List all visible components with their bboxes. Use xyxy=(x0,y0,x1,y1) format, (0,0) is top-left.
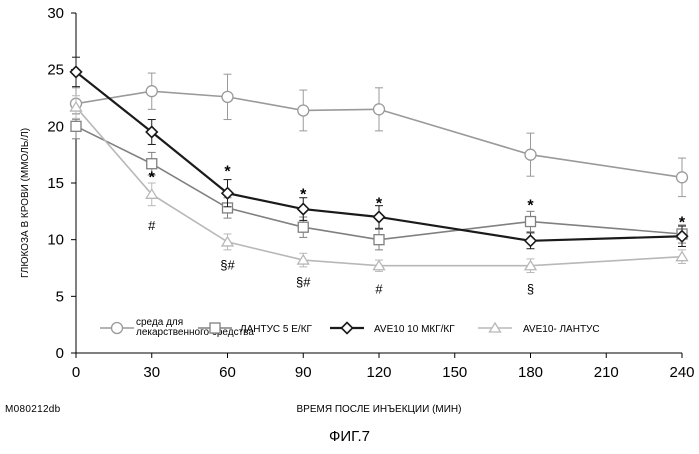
legend-item-4: AVE10- ЛАНТУС xyxy=(478,323,600,335)
significance-mark: * xyxy=(527,198,534,215)
data-point xyxy=(298,204,309,215)
x-tick-label: 60 xyxy=(219,364,236,381)
data-point xyxy=(298,222,308,232)
significance-mark: * xyxy=(149,169,156,186)
significance-mark: # xyxy=(375,281,383,296)
y-tick-label: 20 xyxy=(47,118,64,135)
data-point xyxy=(71,121,81,131)
legend-item-2: ЛАНТУС 5 Е/КГ xyxy=(198,323,313,335)
x-tick-label: 90 xyxy=(295,364,312,381)
document-code: M080212db xyxy=(5,404,61,415)
series-1 xyxy=(71,73,688,197)
x-tick-label: 180 xyxy=(518,364,543,381)
x-tick-label: 240 xyxy=(669,364,694,381)
significance-mark: * xyxy=(224,164,231,181)
legend-label: ЛАНТУС 5 Е/КГ xyxy=(240,324,313,335)
data-point xyxy=(374,235,384,245)
figure-caption: ФИГ.7 xyxy=(0,428,699,445)
legend-label: AVE10 10 МКГ/КГ xyxy=(374,324,455,335)
significance-mark: * xyxy=(300,186,307,203)
data-point xyxy=(374,104,385,115)
x-tick-label: 0 xyxy=(72,364,80,381)
x-tick-label: 120 xyxy=(366,364,391,381)
legend-label: среда длялекарственного средства xyxy=(136,317,254,338)
x-tick-label: 30 xyxy=(143,364,160,381)
legend: среда длялекарственного средстваЛАНТУС 5… xyxy=(100,317,600,338)
significance-mark: * xyxy=(679,215,686,232)
significance-mark: * xyxy=(376,195,383,212)
data-point xyxy=(147,159,157,169)
y-axis-title: ГЛЮКОЗА В КРОВИ (ММОЛЬ/Л) xyxy=(20,128,31,278)
data-point xyxy=(374,212,385,223)
legend-item-3: AVE10 10 МКГ/КГ xyxy=(330,323,455,336)
x-axis-title: ВРЕМЯ ПОСЛЕ ИНЪЕКЦИИ (МИН) xyxy=(297,404,462,415)
y-tick-label: 0 xyxy=(56,345,64,362)
y-tick-label: 30 xyxy=(47,5,64,22)
significance-mark: # xyxy=(148,218,156,233)
y-tick-label: 10 xyxy=(47,232,64,249)
y-tick-label: 15 xyxy=(47,175,64,192)
chart: 0 5 10 15 20 25 30 0 30 60 90 120 150 180 210 240 ВРЕМЯ … xyxy=(0,0,699,420)
data-point xyxy=(526,217,536,227)
data-point xyxy=(525,235,536,246)
data-point xyxy=(222,237,233,246)
significance-mark: §# xyxy=(296,275,311,290)
legend-marker xyxy=(342,323,353,334)
significance-mark: §# xyxy=(220,258,235,273)
significance-mark: § xyxy=(527,281,534,296)
data-point xyxy=(525,149,536,160)
legend-marker xyxy=(112,323,123,334)
x-tick-label: 210 xyxy=(594,364,619,381)
data-point xyxy=(677,172,688,183)
y-tick-label: 25 xyxy=(47,62,64,79)
y-tick-label: 5 xyxy=(56,288,64,305)
legend-label: AVE10- ЛАНТУС xyxy=(523,324,600,335)
series-2 xyxy=(71,114,687,250)
data-point xyxy=(146,86,157,97)
legend-marker xyxy=(210,323,220,333)
x-tick-label: 150 xyxy=(442,364,467,381)
data-point xyxy=(298,105,309,116)
data-point xyxy=(222,91,233,102)
series-3 xyxy=(71,57,688,249)
